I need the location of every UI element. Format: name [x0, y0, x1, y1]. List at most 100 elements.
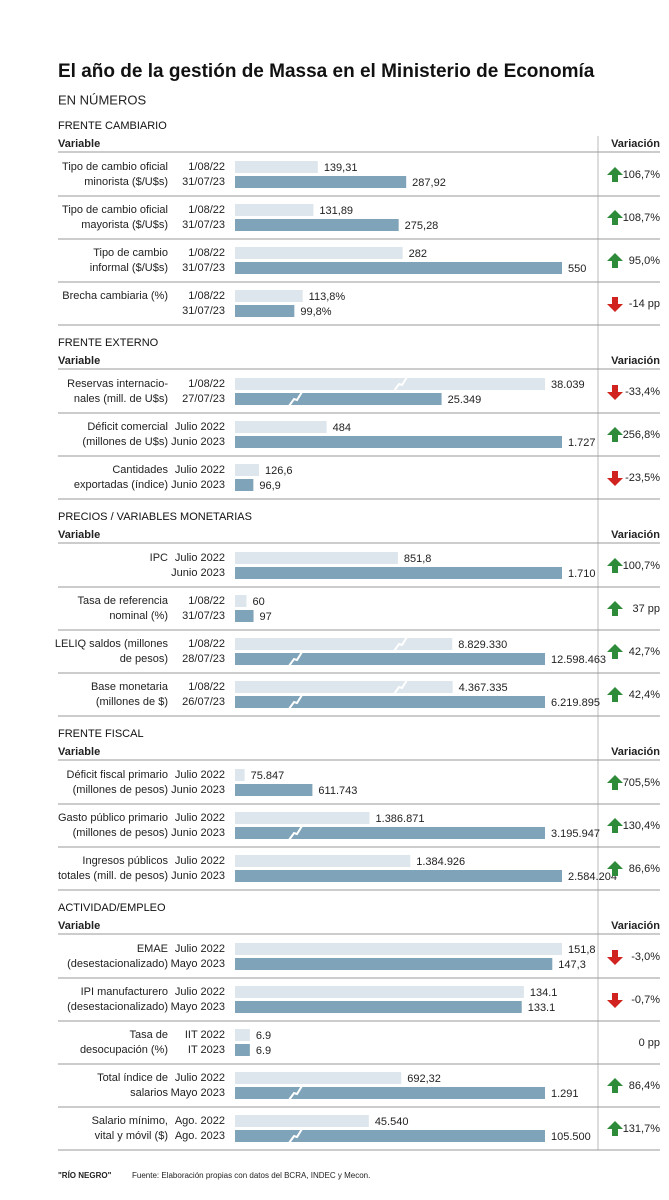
- bar: [235, 681, 453, 693]
- date-label: 1/08/22: [188, 247, 225, 259]
- variable-label: de pesos): [120, 653, 168, 665]
- variation: 131,7%: [623, 1123, 661, 1135]
- bar: [235, 247, 403, 259]
- date-label: Ago. 2023: [175, 1130, 225, 1142]
- variable-label: LELIQ saldos (millones: [55, 638, 169, 650]
- variation: 256,8%: [623, 429, 661, 441]
- value-label: 484: [333, 422, 351, 434]
- date-label: 1/08/22: [188, 204, 225, 216]
- variable-label: Total índice de: [97, 1072, 168, 1084]
- bar: [235, 1072, 402, 1084]
- variable-label: nales (mill. de U$s): [74, 393, 168, 405]
- value-label: 139,31: [324, 162, 358, 174]
- value-label: 275,28: [405, 220, 439, 232]
- bar: [235, 638, 453, 650]
- bar: [235, 1044, 250, 1056]
- bar: [235, 986, 524, 998]
- bar: [235, 436, 562, 448]
- axis-break: [288, 651, 303, 667]
- variation-header: Variación: [611, 355, 660, 367]
- date-label: Mayo 2023: [171, 958, 225, 970]
- bar: [235, 219, 399, 231]
- value-label: 6.9: [256, 1030, 271, 1042]
- bar: [235, 378, 545, 390]
- bar: [235, 290, 303, 302]
- value-label: 126,6: [265, 465, 293, 477]
- arrow-up: [607, 253, 623, 268]
- value-label: 75.847: [251, 770, 285, 782]
- variable-label: IPC: [150, 552, 168, 564]
- variable-label: Tipo de cambio oficial: [62, 161, 168, 173]
- variable-label: minorista ($/U$s): [84, 176, 168, 188]
- bar: [235, 1130, 545, 1142]
- variable-label: Reservas internacio-: [67, 378, 168, 390]
- variation: 108,7%: [623, 212, 661, 224]
- variation: 42,4%: [629, 689, 660, 701]
- value-label: 1.710: [568, 568, 596, 580]
- bar: [235, 567, 562, 579]
- value-label: 113,8%: [309, 291, 346, 303]
- variable-label: Ingresos públicos: [82, 855, 168, 867]
- variable-label: Tipo de cambio oficial: [62, 204, 168, 216]
- value-label: 134.1: [530, 987, 558, 999]
- bar: [235, 653, 545, 665]
- bar: [235, 943, 562, 955]
- variable-label: IPI manufacturero: [81, 986, 168, 998]
- value-label: 2.584.204: [568, 871, 617, 883]
- bar: [235, 464, 259, 476]
- date-label: 1/08/22: [188, 638, 225, 650]
- value-label: 282: [409, 248, 427, 260]
- variable-label: Tasa de referencia: [78, 595, 169, 607]
- value-label: 1.727: [568, 437, 596, 449]
- value-label: 851,8: [404, 553, 432, 565]
- date-label: Julio 2022: [175, 855, 225, 867]
- variable-header: Variable: [58, 529, 100, 541]
- bar: [235, 204, 314, 216]
- arrow-up: [607, 167, 623, 182]
- bar: [235, 1115, 369, 1127]
- bar: [235, 610, 254, 622]
- date-label: 1/08/22: [188, 290, 225, 302]
- arrow-down: [607, 385, 623, 400]
- date-label: IIT 2022: [185, 1029, 225, 1041]
- variable-label: Base monetaria: [91, 681, 169, 693]
- axis-break: [288, 1085, 303, 1101]
- arrow-down: [607, 471, 623, 486]
- arrow-up: [607, 687, 623, 702]
- date-label: Junio 2023: [171, 479, 225, 491]
- arrow-down: [607, 950, 623, 965]
- variable-label: (millones de $): [96, 696, 168, 708]
- value-label: 97: [260, 611, 272, 623]
- arrow-up: [607, 1078, 623, 1093]
- date-label: 1/08/22: [188, 378, 225, 390]
- date-label: 27/07/23: [182, 393, 225, 405]
- section-title: FRENTE CAMBIARIO: [58, 120, 167, 132]
- date-label: Ago. 2022: [175, 1115, 225, 1127]
- bar: [235, 812, 370, 824]
- date-label: Mayo 2023: [171, 1087, 225, 1099]
- date-label: IT 2023: [188, 1044, 225, 1056]
- variable-label: (millones de pesos): [73, 827, 168, 839]
- date-label: Julio 2022: [175, 464, 225, 476]
- value-label: 611.743: [318, 785, 357, 797]
- variation: -3,0%: [631, 951, 660, 963]
- arrow-up: [607, 644, 623, 659]
- date-label: Julio 2022: [175, 943, 225, 955]
- section-title: FRENTE EXTERNO: [58, 337, 159, 349]
- variable-label: (millones de pesos): [73, 784, 168, 796]
- bar: [235, 855, 411, 867]
- value-label: 96,9: [259, 480, 280, 492]
- bar: [235, 696, 545, 708]
- value-label: 3.195.947: [551, 828, 600, 840]
- value-label: 550: [568, 263, 586, 275]
- bar: [235, 827, 545, 839]
- bar: [235, 1001, 522, 1013]
- section-title: ACTIVIDAD/EMPLEO: [58, 902, 166, 914]
- variable-label: Déficit comercial: [87, 421, 168, 433]
- value-label: 1.384.926: [416, 856, 465, 868]
- arrow-up: [607, 558, 623, 573]
- subtitle: EN NÚMEROS: [58, 92, 146, 107]
- bar: [235, 870, 562, 882]
- variation-header: Variación: [611, 529, 660, 541]
- value-label: 1.386.871: [376, 813, 425, 825]
